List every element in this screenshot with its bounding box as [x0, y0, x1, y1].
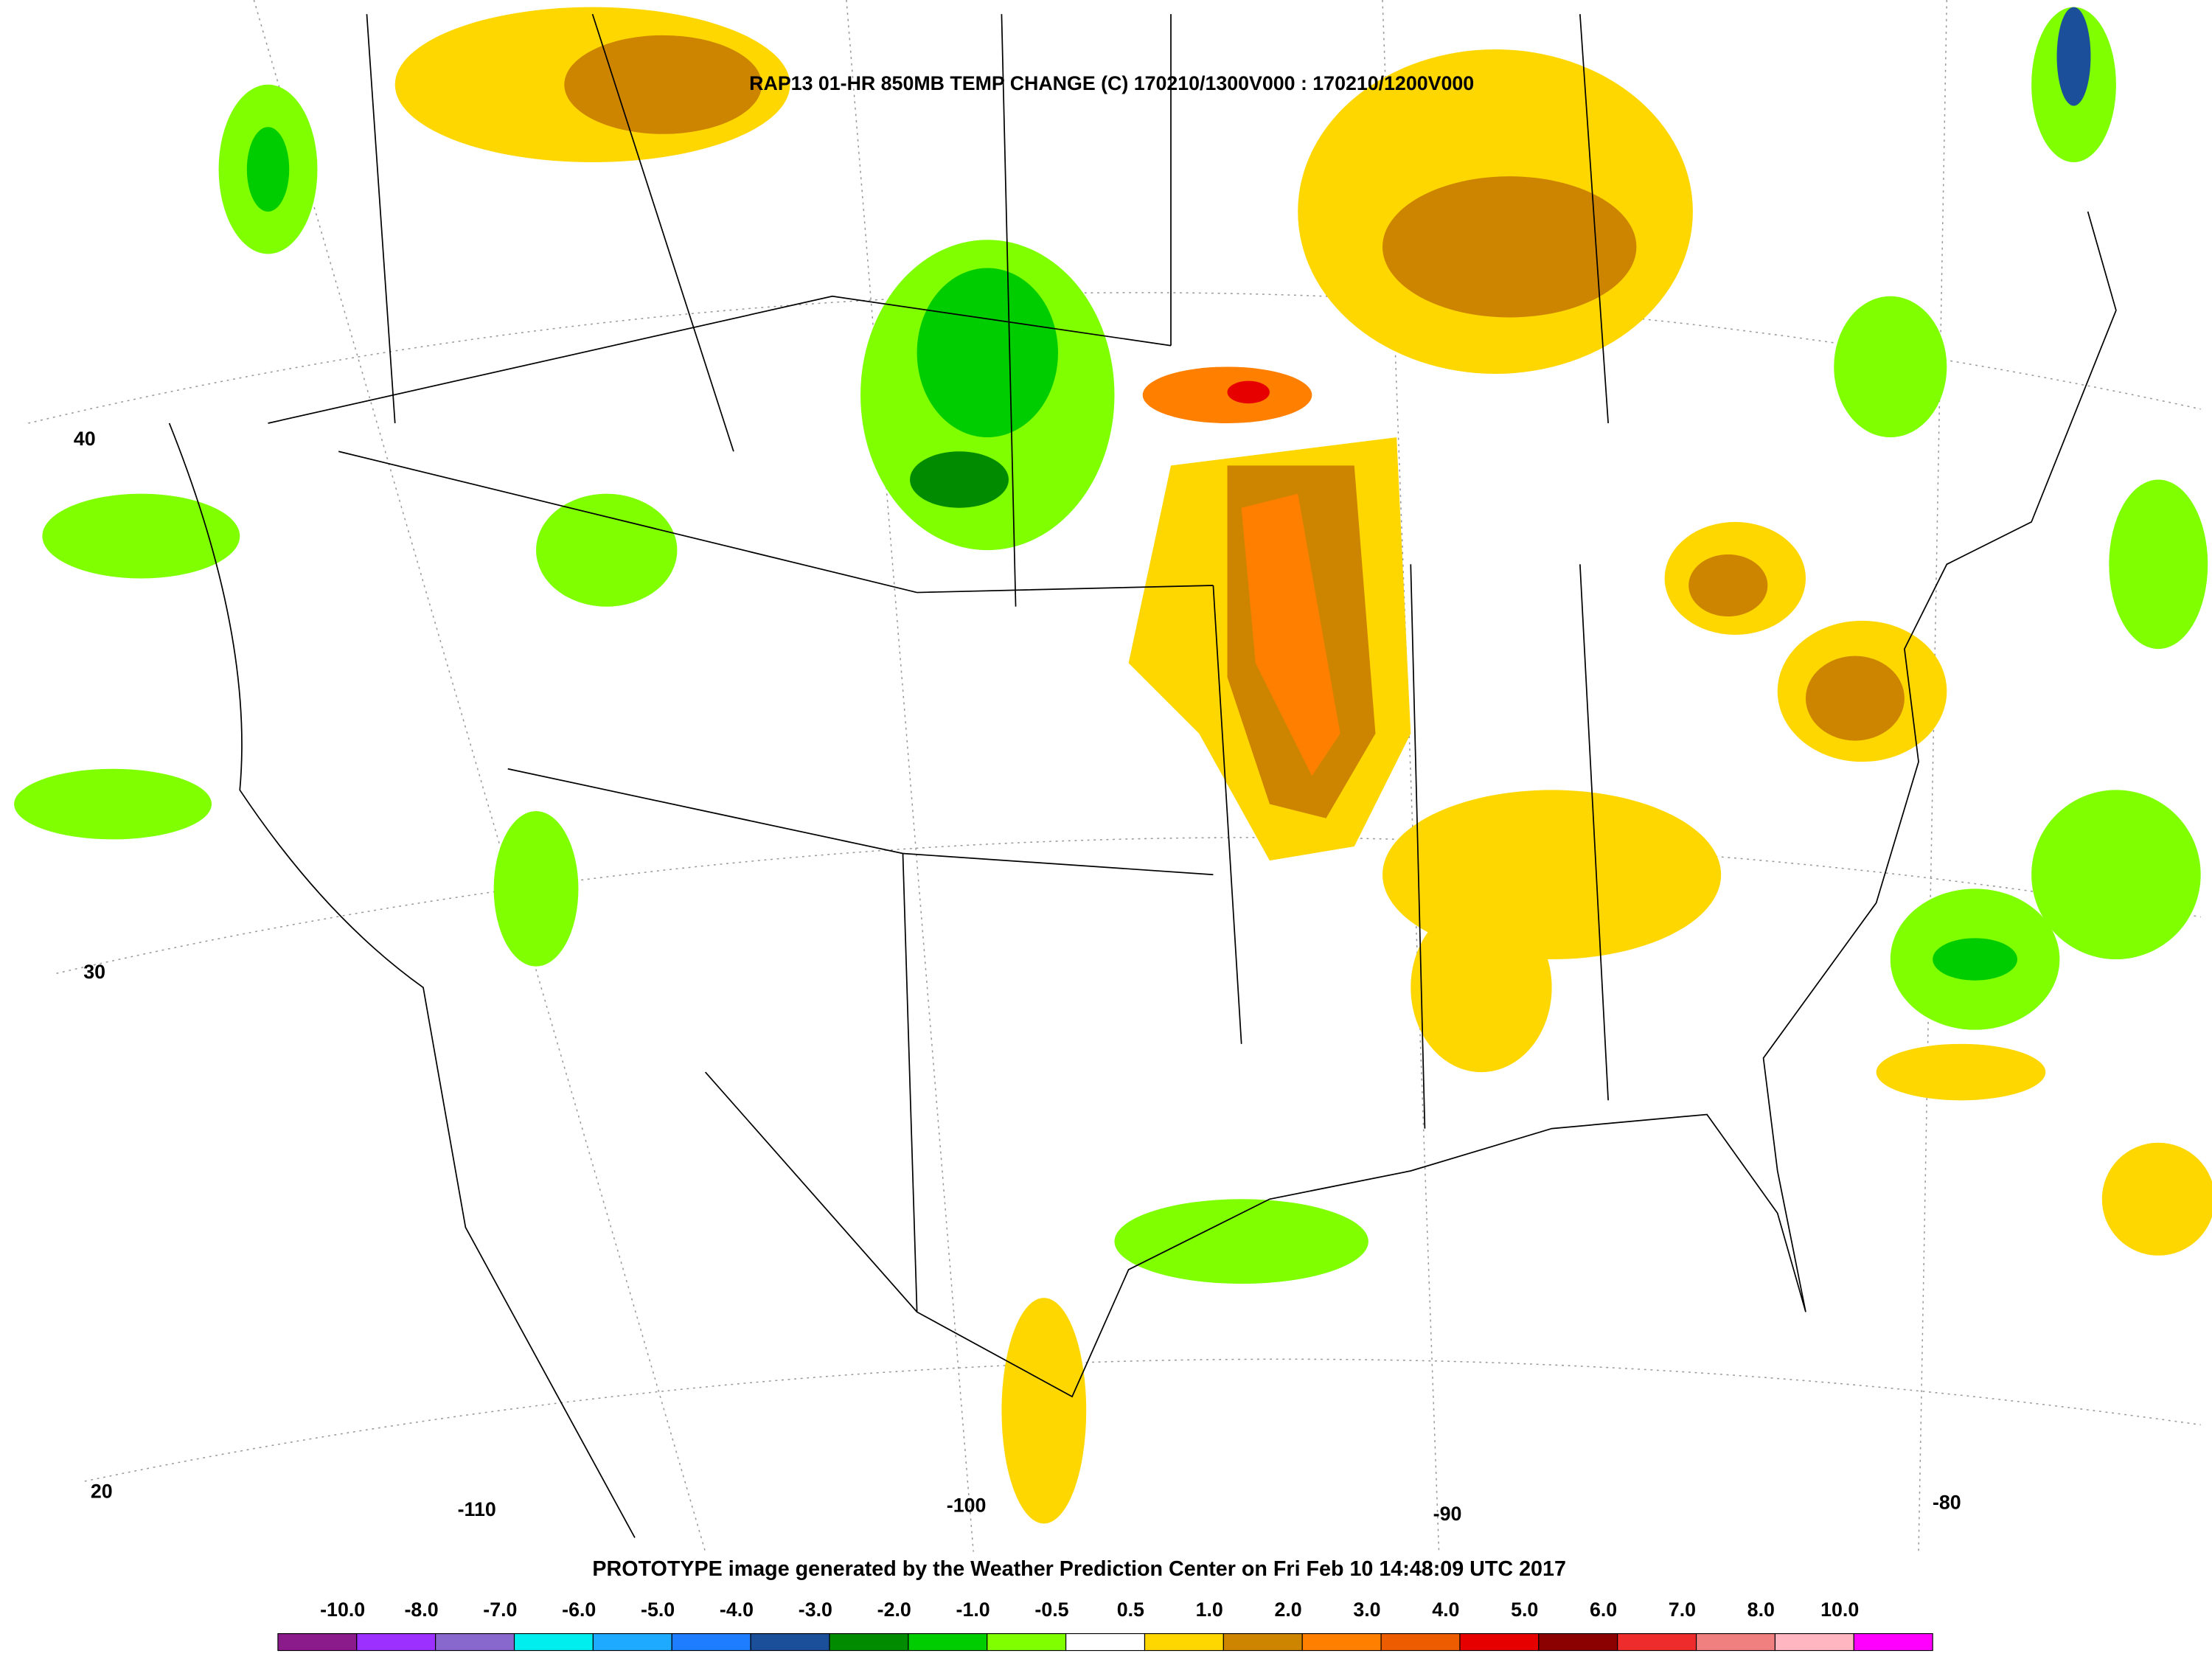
footer-text: PROTOTYPE image generated by the Weather…	[592, 1557, 1566, 1581]
map-title: RAP13 01-HR 850MB TEMP CHANGE (C) 170210…	[749, 72, 1474, 94]
colorbar-swatch	[592, 1632, 672, 1652]
colorbar-label: 4.0	[1432, 1599, 1459, 1621]
longitude-label: -110	[458, 1498, 496, 1520]
colorbar-swatch	[1380, 1632, 1461, 1652]
colorbar-label: -10.0	[320, 1599, 365, 1621]
colorbar-swatch	[908, 1632, 988, 1652]
colorbar-label: -6.0	[562, 1599, 596, 1621]
colorbar-swatch	[671, 1632, 751, 1652]
colorbar-label: -8.0	[404, 1599, 438, 1621]
colorbar-swatch	[513, 1632, 594, 1652]
colorbar-swatch	[1065, 1632, 1146, 1652]
colorbar-swatch	[1144, 1632, 1224, 1652]
boundaries	[168, 13, 2117, 1538]
colorbar-swatch	[987, 1632, 1067, 1652]
colorbar: -10.0 -8.0 -7.0 -6.0 -5.0 -4.0 -3.0 -2.0 -1.0 -0.…	[277, 1599, 1933, 1652]
colorbar-swatch	[1853, 1632, 1933, 1652]
colorbar-label: 5.0	[1511, 1599, 1538, 1621]
colorbar-label: -5.0	[641, 1599, 675, 1621]
colorbar-label: 2.0	[1274, 1599, 1301, 1621]
latitude-label: 40	[74, 428, 96, 450]
latitude-label: 20	[91, 1480, 113, 1502]
colorbar-label: 6.0	[1590, 1599, 1617, 1621]
colorbar-swatch	[435, 1632, 515, 1652]
colorbar-label: -1.0	[956, 1599, 990, 1621]
colorbar-swatch	[1617, 1632, 1697, 1652]
colorbar-swatch	[356, 1632, 437, 1652]
colorbar-label: 1.0	[1196, 1599, 1223, 1621]
colorbar-label: -3.0	[799, 1599, 832, 1621]
colorbar-swatch	[277, 1632, 358, 1652]
colorbar-swatch	[1222, 1632, 1303, 1652]
colorbar-label: 10.0	[1820, 1599, 1859, 1621]
colorbar-label: -2.0	[877, 1599, 911, 1621]
longitude-label: -100	[947, 1494, 987, 1516]
colorbar-label: -0.5	[1034, 1599, 1068, 1621]
colorbar-swatch	[1695, 1632, 1776, 1652]
colorbar-swatch	[750, 1632, 830, 1652]
longitude-label: -90	[1433, 1503, 1462, 1525]
graticule	[28, 0, 2201, 1552]
colorbar-label: -4.0	[720, 1599, 754, 1621]
latitude-label: 30	[83, 961, 105, 983]
colorbar-swatch	[1301, 1632, 1382, 1652]
colorbar-label: 3.0	[1353, 1599, 1380, 1621]
colorbar-swatch	[829, 1632, 909, 1652]
longitude-label: -80	[1933, 1492, 1961, 1514]
colorbar-label: 0.5	[1117, 1599, 1144, 1621]
colorbar-label: 7.0	[1669, 1599, 1696, 1621]
colorbar-swatch	[1538, 1632, 1618, 1652]
colorbar-label: 8.0	[1747, 1599, 1775, 1621]
colorbar-swatch	[1774, 1632, 1854, 1652]
contours	[14, 7, 2212, 1524]
colorbar-label: -7.0	[483, 1599, 517, 1621]
colorbar-swatch	[1459, 1632, 1540, 1652]
